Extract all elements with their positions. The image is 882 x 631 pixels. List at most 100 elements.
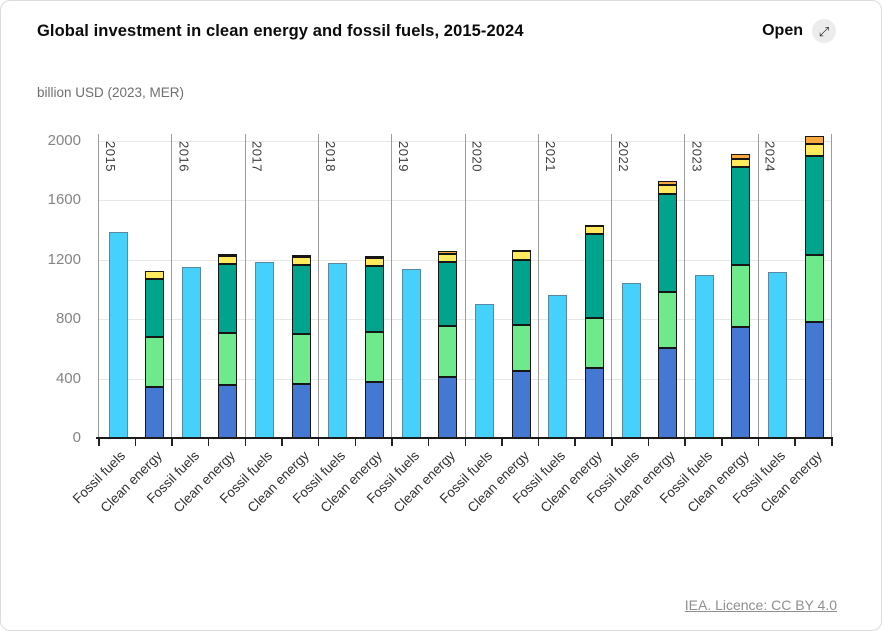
year-separator (171, 134, 173, 438)
year-label-2021: 2021 (542, 141, 558, 172)
bar-clean-energy-2020-segment-3-teal[interactable] (511, 259, 531, 326)
bar-clean-energy-2016-segment-5-orange[interactable] (218, 254, 238, 257)
bar-clean-energy-2023-segment-4-yellow[interactable] (731, 158, 751, 168)
bar-clean-energy-2018-segment-1-blue[interactable] (364, 382, 384, 438)
bar-clean-energy-2015-segment-2-light-green[interactable] (145, 336, 164, 387)
year-label-2024: 2024 (762, 141, 778, 172)
x-axis-tick (794, 438, 796, 446)
open-button-label: Open (762, 22, 803, 39)
year-separator (391, 134, 393, 438)
bar-clean-energy-2024-segment-5-orange[interactable] (804, 136, 824, 145)
bar-clean-energy-2023-segment-3-teal[interactable] (731, 167, 751, 265)
bar-fossil-fuels-2018[interactable] (328, 263, 348, 438)
x-axis-tick (391, 438, 393, 446)
x-axis-tick (171, 438, 173, 446)
bar-fossil-fuels-2016[interactable] (181, 267, 201, 438)
bar-clean-energy-2015-segment-1-blue[interactable] (145, 386, 164, 438)
bar-clean-energy-2021-segment-4-yellow[interactable] (584, 226, 604, 235)
bar-clean-energy-2022-segment-2-light-green[interactable] (658, 292, 678, 349)
bar-clean-energy-2016-segment-4-yellow[interactable] (218, 255, 238, 265)
bar-clean-energy-2015-segment-4-yellow[interactable] (145, 270, 164, 279)
bar-clean-energy-2022-segment-1-blue[interactable] (658, 348, 678, 438)
bar-clean-energy-2021-segment-5-orange[interactable] (584, 224, 604, 227)
year-separator (684, 134, 686, 438)
x-axis-tick (464, 438, 466, 446)
bar-clean-energy-2018-segment-4-yellow[interactable] (364, 258, 384, 266)
year-separator (98, 134, 99, 438)
bar-fossil-fuels-2023[interactable] (694, 275, 714, 438)
bar-clean-energy-2024-segment-3-teal[interactable] (804, 155, 824, 256)
x-axis-tick (831, 438, 833, 446)
bar-clean-energy-2018-segment-5-orange[interactable] (364, 255, 384, 259)
year-label-2019: 2019 (396, 141, 412, 172)
bar-clean-energy-2023-segment-1-blue[interactable] (731, 327, 751, 438)
licence-link[interactable]: IEA. Licence: CC BY 4.0 (684, 597, 837, 613)
y-axis-tick-label-1200: 1200 (47, 250, 81, 268)
bar-clean-energy-2019-segment-4-yellow[interactable] (438, 253, 458, 262)
bar-fossil-fuels-2021[interactable] (548, 294, 568, 438)
bar-fossil-fuels-2024[interactable] (768, 272, 788, 438)
y-axis-tick-label-400: 400 (55, 369, 81, 387)
bar-clean-energy-2016-segment-3-teal[interactable] (218, 264, 238, 334)
year-separator (831, 134, 832, 438)
year-label-2017: 2017 (249, 141, 265, 172)
bar-clean-energy-2020-segment-4-yellow[interactable] (511, 251, 531, 260)
bar-fossil-fuels-2020[interactable] (475, 304, 494, 438)
x-axis-tick (244, 438, 247, 446)
bar-clean-energy-2017-segment-1-blue[interactable] (291, 384, 311, 438)
x-axis-label-2024-clean-energy: Clean energy (757, 448, 825, 516)
bar-clean-energy-2021-segment-3-teal[interactable] (584, 234, 604, 319)
bar-fossil-fuels-2017[interactable] (255, 261, 275, 438)
year-separator (537, 134, 539, 438)
bar-clean-energy-2023-segment-5-orange[interactable] (731, 154, 751, 159)
x-axis-tick (354, 438, 357, 446)
bar-clean-energy-2024-segment-2-light-green[interactable] (804, 255, 824, 323)
bar-fossil-fuels-2022[interactable] (621, 282, 641, 438)
year-label-2015: 2015 (103, 141, 118, 172)
x-axis-tick (501, 438, 503, 446)
x-axis-tick (647, 438, 650, 446)
bar-clean-energy-2018-segment-3-teal[interactable] (364, 265, 384, 333)
bar-clean-energy-2021-segment-2-light-green[interactable] (584, 318, 604, 369)
bar-fossil-fuels-2019[interactable] (401, 269, 421, 438)
bar-clean-energy-2024-segment-4-yellow[interactable] (804, 144, 824, 156)
x-axis-tick (427, 438, 430, 446)
bar-clean-energy-2022-segment-5-orange[interactable] (658, 180, 678, 186)
bar-clean-energy-2018-segment-2-light-green[interactable] (364, 332, 384, 383)
bar-clean-energy-2016-segment-2-light-green[interactable] (218, 333, 238, 386)
x-axis-tick (721, 438, 723, 446)
y-axis-tick-label-800: 800 (55, 310, 81, 328)
bar-clean-energy-2020-segment-5-orange[interactable] (511, 249, 531, 252)
y-axis-tick-label-0: 0 (72, 429, 81, 446)
x-axis-line (96, 437, 833, 439)
year-separator (317, 134, 319, 438)
bar-clean-energy-2017-segment-4-yellow[interactable] (291, 256, 311, 265)
bar-clean-energy-2020-segment-1-blue[interactable] (511, 371, 531, 438)
x-axis-tick (684, 438, 686, 446)
bar-clean-energy-2016-segment-1-blue[interactable] (218, 385, 238, 438)
bar-clean-energy-2019-segment-1-blue[interactable] (438, 377, 458, 438)
bar-clean-energy-2019-segment-5-orange[interactable] (438, 250, 458, 254)
bar-clean-energy-2024-segment-1-blue[interactable] (804, 322, 824, 438)
bar-clean-energy-2017-segment-5-orange[interactable] (291, 255, 311, 258)
year-label-2016: 2016 (176, 141, 192, 172)
bar-clean-energy-2022-segment-4-yellow[interactable] (658, 185, 678, 195)
bar-clean-energy-2015-segment-3-teal[interactable] (145, 278, 164, 337)
bar-clean-energy-2020-segment-2-light-green[interactable] (511, 325, 531, 372)
chart-title: Global investment in clean energy and fo… (37, 21, 524, 40)
x-axis-tick (537, 438, 540, 446)
x-axis-tick (317, 438, 320, 446)
bar-clean-energy-2019-segment-2-light-green[interactable] (438, 325, 458, 378)
bar-fossil-fuels-2015[interactable] (108, 232, 128, 438)
year-label-2018: 2018 (322, 141, 338, 172)
bar-clean-energy-2017-segment-3-teal[interactable] (291, 264, 311, 334)
x-axis-tick (281, 438, 283, 446)
bar-clean-energy-2017-segment-2-light-green[interactable] (291, 333, 311, 385)
open-button[interactable]: Open ⤢ (762, 19, 836, 43)
bar-clean-energy-2021-segment-1-blue[interactable] (584, 368, 604, 438)
bar-clean-energy-2022-segment-3-teal[interactable] (658, 194, 678, 293)
bar-clean-energy-2019-segment-3-teal[interactable] (438, 261, 458, 326)
x-axis-tick (757, 438, 760, 446)
bar-clean-energy-2023-segment-2-light-green[interactable] (731, 264, 751, 328)
